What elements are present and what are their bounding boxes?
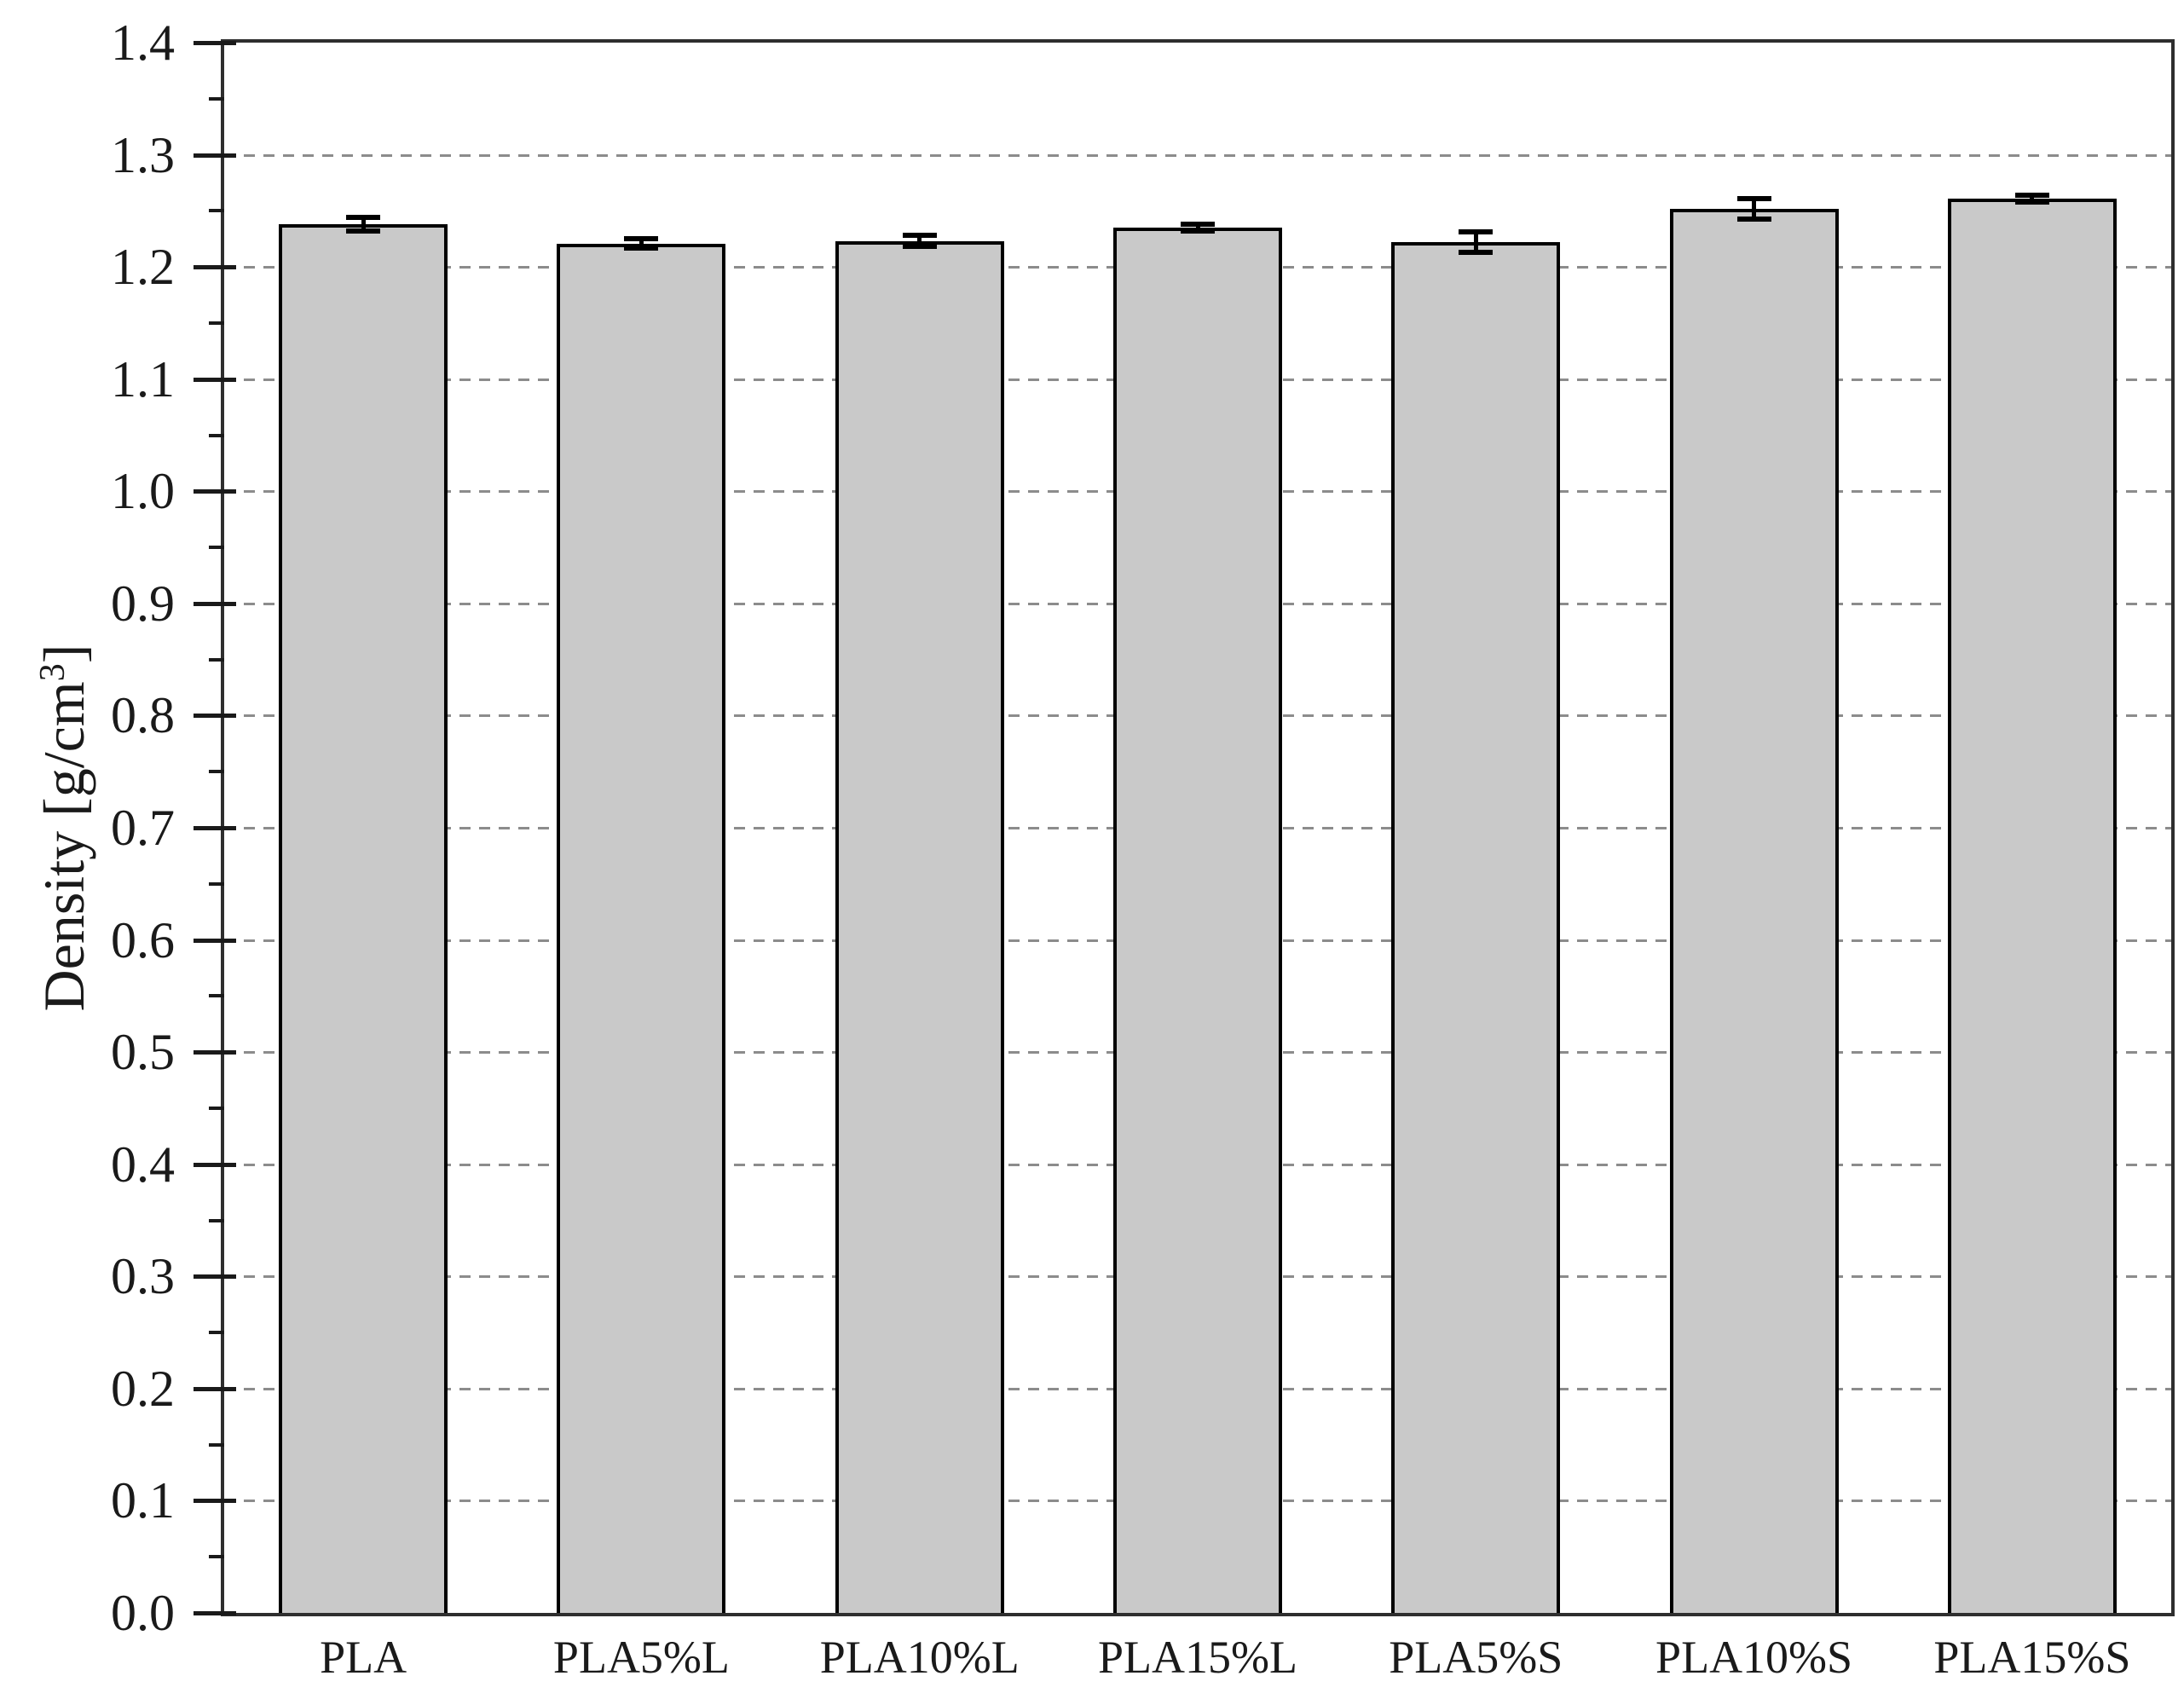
y-axis-minor-tick (209, 1218, 224, 1222)
error-bar-cap-bottom (1736, 216, 1771, 222)
y-axis-tick-label: 1.2 (111, 239, 175, 296)
y-axis-major-tick (194, 1386, 236, 1391)
y-axis-major-tick (194, 265, 236, 270)
error-bar-cap-bottom (1459, 250, 1494, 256)
y-axis-major-tick (194, 1611, 236, 1615)
y-axis-minor-tick (209, 994, 224, 998)
y-axis-major-tick (194, 826, 236, 830)
bar (1669, 208, 1839, 1613)
bar (557, 243, 726, 1613)
plot-area (224, 43, 2171, 1613)
x-axis-category-label: PLA15%S (1933, 1632, 2131, 1683)
y-axis-major-tick (194, 714, 236, 719)
error-bar-line (2030, 194, 2035, 202)
gridline (224, 153, 2171, 157)
y-axis-minor-tick (209, 1106, 224, 1110)
y-axis-minor-tick (209, 770, 224, 774)
y-axis-tick-label: 0.1 (111, 1472, 175, 1529)
y-axis-tick-label: 0.3 (111, 1248, 175, 1305)
y-axis-title-superscript: 3 (32, 663, 72, 682)
y-axis-tick-label: 0.4 (111, 1136, 175, 1193)
y-axis-minor-tick (209, 1555, 224, 1559)
y-axis-major-tick (194, 489, 236, 494)
error-bar-cap-top (624, 236, 659, 242)
error-bar-cap-bottom (2014, 199, 2049, 205)
error-bar-cap-bottom (346, 228, 381, 234)
y-axis-tick-label: 0.7 (111, 800, 175, 856)
y-axis-title-suffix: ] (32, 644, 97, 664)
y-axis-major-tick (194, 1499, 236, 1504)
error-bar-line (917, 235, 922, 247)
y-axis-minor-tick (209, 96, 224, 101)
x-axis-category-label: PLA15%L (1098, 1632, 1297, 1683)
error-bar-cap-top (1181, 222, 1215, 228)
error-bar-line (638, 239, 644, 248)
error-bar-cap-top (1736, 195, 1771, 201)
x-axis-category-label: PLA5%L (552, 1632, 730, 1683)
y-axis-tick-label: 0.0 (111, 1585, 175, 1641)
y-axis-title: Density [g/cm3] (17, 316, 96, 1339)
y-axis-minor-tick (209, 881, 224, 886)
bar (1391, 242, 1561, 1613)
error-bar-cap-top (2014, 192, 2049, 198)
y-axis-major-tick (194, 1050, 236, 1055)
y-axis-minor-tick (209, 209, 224, 213)
y-axis-title-text: Density [g/cm (32, 681, 97, 1012)
y-axis-tick-label: 0.6 (111, 911, 175, 968)
x-axis-category-label: PLA (320, 1632, 407, 1683)
y-axis-major-tick (194, 1274, 236, 1280)
error-bar-cap-top (1459, 229, 1494, 235)
y-axis-major-tick (194, 938, 236, 943)
bar (279, 224, 448, 1613)
y-axis-tick-label: 1.0 (111, 463, 175, 520)
error-bar-cap-top (346, 215, 381, 221)
y-axis-minor-tick (209, 657, 224, 662)
error-bar-cap-bottom (902, 244, 937, 250)
y-axis-major-tick (194, 377, 236, 382)
bar (1113, 228, 1282, 1613)
y-axis-major-tick (194, 601, 236, 606)
y-axis-tick-label: 1.3 (111, 126, 175, 183)
y-axis-major-tick (194, 1162, 236, 1167)
y-axis-tick-label: 0.2 (111, 1360, 175, 1417)
y-axis-minor-tick (209, 1442, 224, 1447)
y-axis-major-tick (194, 153, 236, 158)
y-axis-minor-tick (209, 1331, 224, 1335)
y-axis-minor-tick (209, 546, 224, 550)
y-axis-minor-tick (209, 321, 224, 325)
y-axis-tick-label: 1.4 (111, 14, 175, 71)
y-axis-major-tick (194, 41, 236, 45)
error-bar-line (1195, 224, 1200, 232)
error-bar-line (1752, 198, 1757, 219)
error-bar-cap-bottom (624, 245, 659, 251)
error-bar-line (1473, 232, 1478, 253)
error-bar-cap-bottom (1181, 228, 1215, 234)
y-axis-tick-label: 0.8 (111, 687, 175, 744)
bar (1947, 198, 2117, 1613)
x-axis-category-label: PLA5%S (1389, 1632, 1563, 1683)
y-axis-tick-label: 0.9 (111, 575, 175, 632)
y-axis-tick-label: 1.1 (111, 350, 175, 407)
x-axis-category-label: PLA10%L (819, 1632, 1020, 1683)
error-bar-cap-top (902, 233, 937, 239)
error-bar-line (361, 217, 366, 232)
x-axis-category-label: PLA10%S (1655, 1632, 1853, 1683)
bar (835, 240, 1004, 1613)
y-axis-tick-label: 0.5 (111, 1024, 175, 1081)
y-axis-minor-tick (209, 433, 224, 437)
